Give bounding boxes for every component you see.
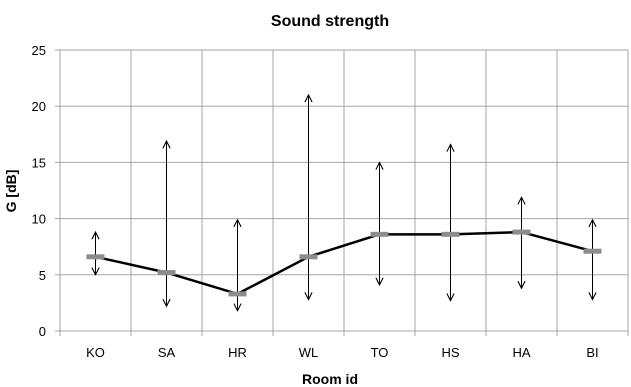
y-tick-label: 0 [39, 324, 46, 339]
x-axis-title: Room id [302, 371, 358, 387]
x-tick-label: WL [299, 345, 319, 360]
x-tick-label: TO [371, 345, 389, 360]
x-tick-label: HS [441, 345, 459, 360]
x-tick-label: KO [86, 345, 105, 360]
y-axis-title: G [dB] [3, 170, 19, 213]
data-markers [86, 229, 602, 297]
data-point-marker [86, 254, 105, 260]
x-tick-label: HA [512, 345, 530, 360]
gridlines [55, 49, 629, 336]
y-tick-label: 20 [32, 99, 46, 114]
x-axis-ticks: KO SA HR WL TO HS HA BI [86, 345, 599, 360]
x-tick-label: BI [586, 345, 598, 360]
data-point-marker [441, 231, 460, 237]
data-point-marker [228, 291, 247, 297]
y-axis-ticks: 0 5 10 15 20 25 [32, 43, 46, 339]
x-tick-label: HR [228, 345, 247, 360]
data-point-marker [512, 229, 531, 235]
series-line [95, 230, 593, 296]
data-point-marker [157, 270, 176, 276]
y-tick-label: 25 [32, 43, 46, 58]
x-tick-label: SA [158, 345, 176, 360]
y-tick-label: 15 [32, 155, 46, 170]
y-tick-label: 10 [32, 212, 46, 227]
data-point-marker [299, 254, 318, 260]
data-point-marker [370, 231, 389, 237]
y-tick-label: 5 [39, 268, 46, 283]
chart-title: Sound strength [271, 13, 389, 30]
data-point-marker [583, 248, 602, 254]
